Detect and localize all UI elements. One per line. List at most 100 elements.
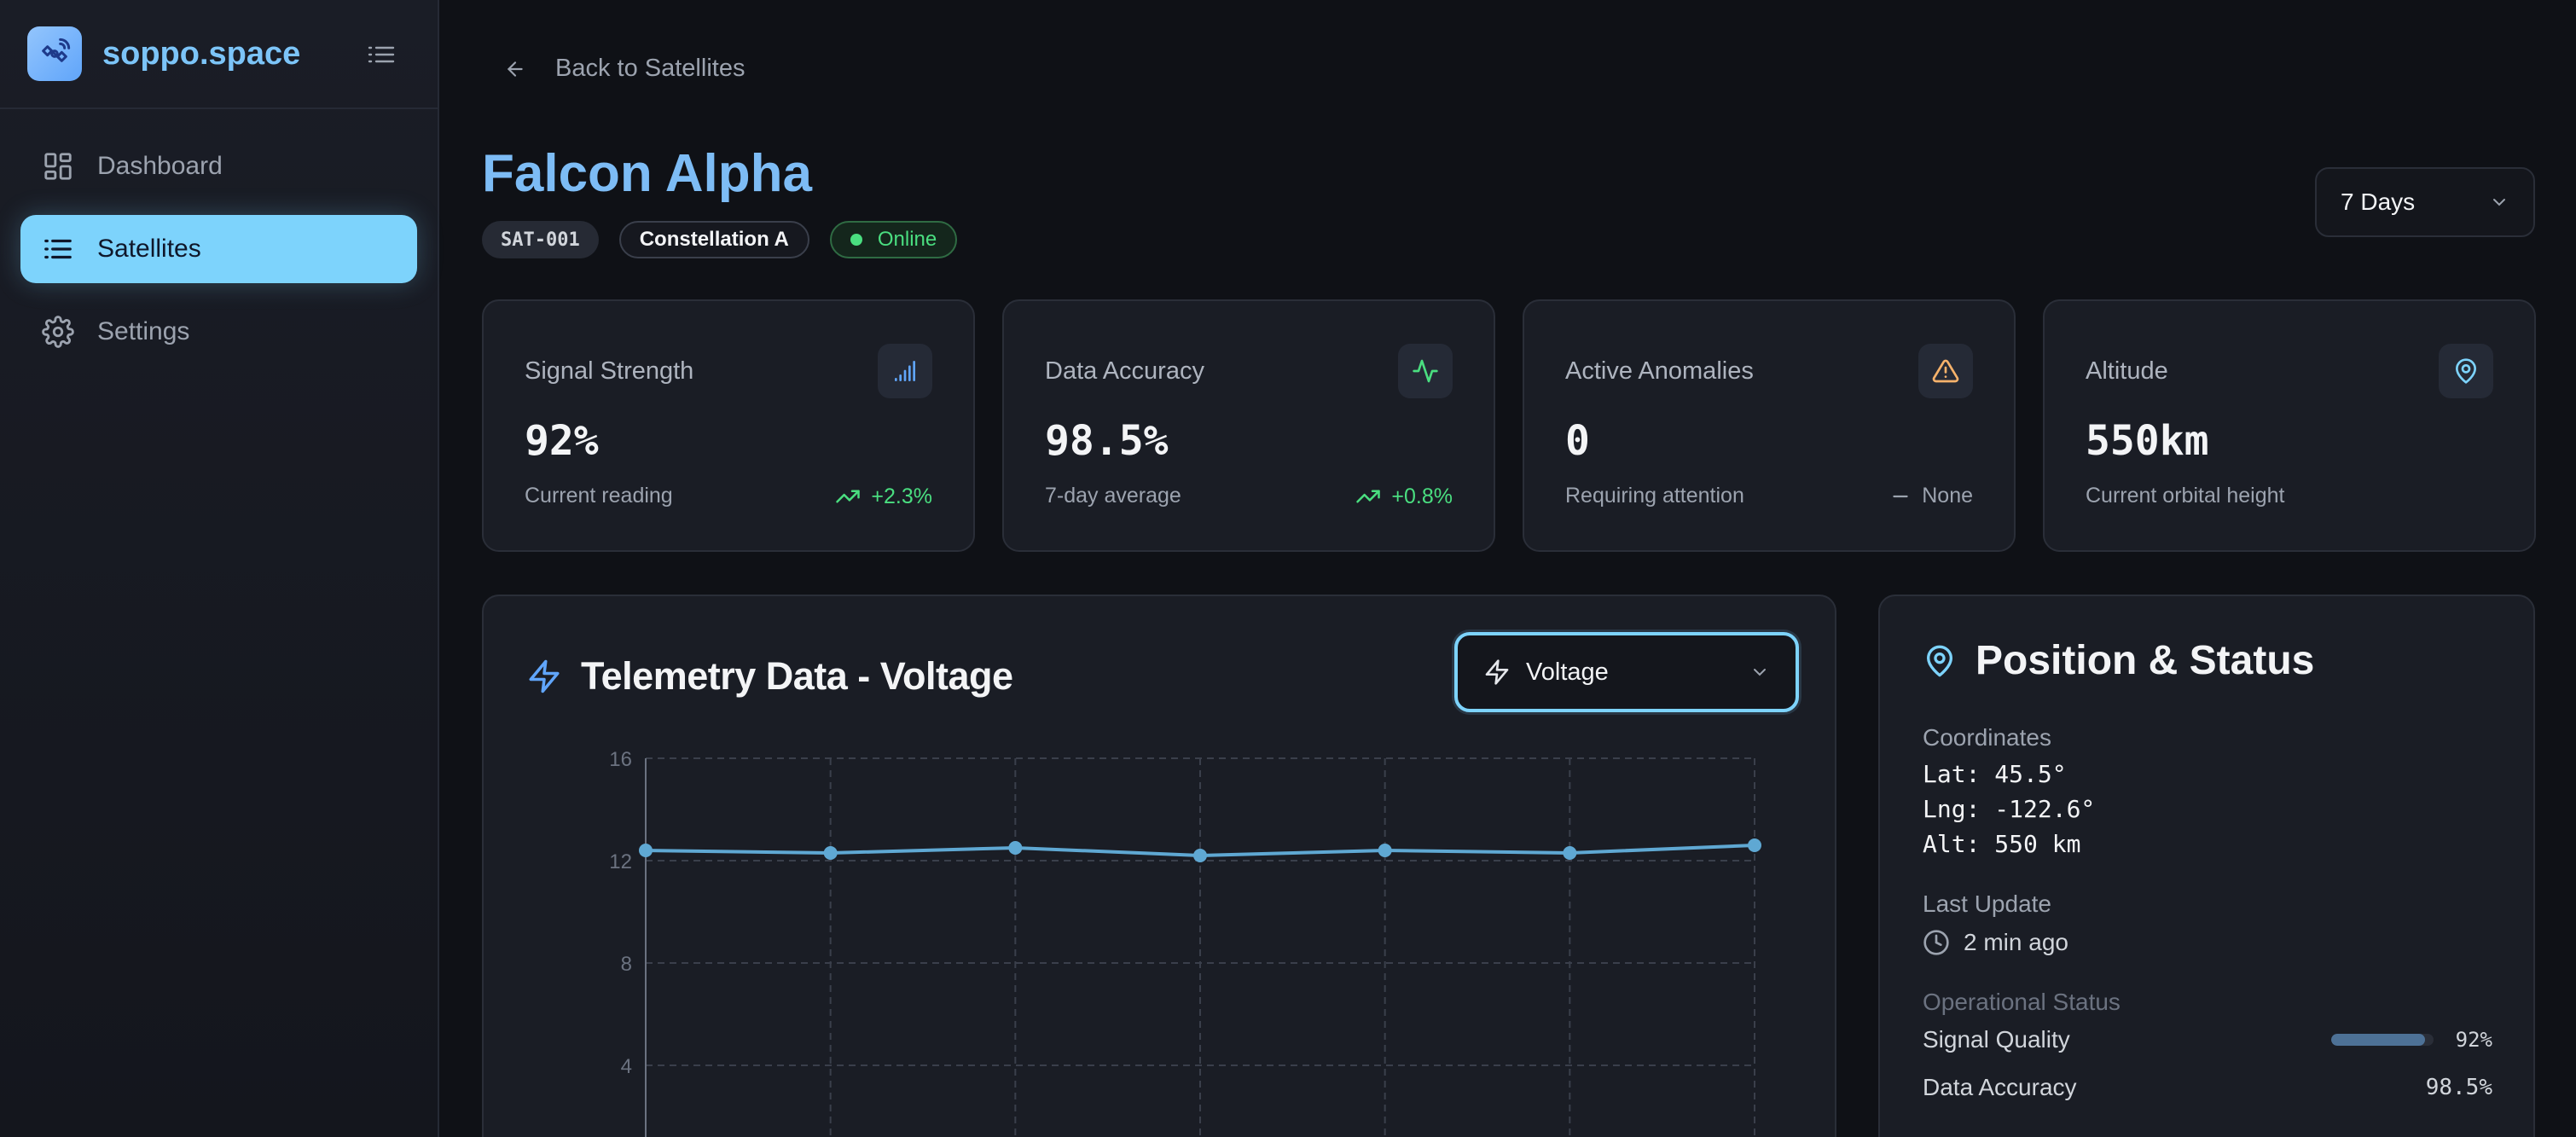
sidebar-item-label: Satellites	[97, 235, 201, 263]
grid-icon	[41, 149, 75, 183]
data-point	[639, 844, 653, 857]
stat-trend: +2.3%	[835, 484, 932, 509]
constellation-badge: Constellation A	[618, 221, 809, 258]
sidebar: soppo.space Dashboard	[0, 0, 439, 1137]
activity-icon	[1398, 344, 1453, 398]
last-update-label: Last Update	[1923, 890, 2051, 917]
last-update-value: 2 min ago	[1964, 929, 2068, 955]
y-tick-label: 12	[609, 850, 632, 873]
data-point	[1563, 846, 1577, 860]
operational-status-label: Operational Status	[1923, 989, 2121, 1015]
data-accuracy-label: Data Accuracy	[1923, 1074, 2077, 1100]
stat-value: 550km	[2086, 417, 2209, 465]
stat-label: Altitude	[2086, 357, 2168, 385]
sidebar-item-dashboard[interactable]: Dashboard	[20, 132, 417, 200]
sidebar-toggle-icon[interactable]	[368, 43, 395, 67]
signal-quality-value: 92%	[2455, 1028, 2492, 1052]
minus-icon	[1893, 495, 1908, 497]
stat-sub: 7-day average	[1045, 484, 1181, 508]
satellite-tags: SAT-001 Constellation A Online	[482, 221, 958, 258]
last-update-row: 2 min ago	[1923, 929, 2492, 956]
stat-label: Signal Strength	[525, 357, 694, 385]
back-label: Back to Satellites	[555, 55, 746, 82]
stat-card-anomalies: Active Anomalies 0 Requiring attention N…	[1523, 299, 2016, 552]
time-range-value: 7 Days	[2341, 189, 2416, 215]
stat-trend: None	[1889, 484, 1973, 508]
chevron-down-icon	[2493, 199, 2505, 206]
sidebar-item-satellites[interactable]: Satellites	[20, 215, 417, 283]
lightning-icon	[1485, 659, 1509, 685]
stat-trend-value: +0.8%	[1391, 484, 1453, 508]
sidebar-item-label: Dashboard	[97, 152, 223, 180]
data-point	[1008, 841, 1023, 855]
trending-up-icon	[1356, 490, 1381, 503]
stat-value: 0	[1565, 417, 1590, 465]
status-badge: Online	[829, 221, 958, 258]
signal-bars-icon	[878, 344, 932, 398]
telemetry-title-text: Telemetry Data - Voltage	[581, 654, 1013, 698]
brand-header: soppo.space	[0, 0, 438, 109]
page-title: Falcon Alpha	[482, 144, 812, 203]
stat-cards: Signal Strength 92% Current reading +2.3…	[482, 299, 2536, 552]
warning-triangle-icon	[1918, 344, 1973, 398]
app-name: soppo.space	[102, 35, 301, 72]
altitude-value: Alt: 550 km	[1923, 830, 2081, 858]
stat-sub: Requiring attention	[1565, 484, 1744, 508]
sidebar-item-settings[interactable]: Settings	[20, 298, 417, 366]
signal-quality-row: Signal Quality 92%	[1923, 1026, 2492, 1053]
stat-value: 92%	[525, 417, 599, 465]
main-content: Back to Satellites Falcon Alpha SAT-001 …	[441, 0, 2576, 1137]
status-label: Online	[877, 228, 937, 251]
latitude-value: Lat: 45.5°	[1923, 760, 2067, 788]
y-tick-label: 16	[609, 748, 632, 771]
data-accuracy-value: 98.5%	[2425, 1075, 2492, 1100]
satellite-id-badge: SAT-001	[482, 221, 599, 258]
coordinates-label: Coordinates	[1923, 724, 2051, 751]
telemetry-chart: 0481216	[609, 748, 1761, 1137]
back-link[interactable]: Back to Satellites	[504, 55, 745, 83]
stat-label: Data Accuracy	[1045, 357, 1204, 385]
y-tick-label: 8	[621, 953, 632, 976]
metric-select-value: Voltage	[1526, 658, 1609, 686]
stat-sub: Current orbital height	[2086, 484, 2285, 508]
stat-card-signal: Signal Strength 92% Current reading +2.3…	[482, 299, 975, 552]
list-icon	[41, 232, 75, 266]
stat-trend: +0.8%	[1355, 484, 1453, 509]
y-tick-label: 4	[621, 1055, 632, 1078]
data-point	[1378, 844, 1392, 857]
stat-card-accuracy: Data Accuracy 98.5% 7-day average +0.8%	[1002, 299, 1495, 552]
stat-sub: Current reading	[525, 484, 673, 508]
signal-quality-label: Signal Quality	[1923, 1026, 2070, 1053]
data-point	[1193, 849, 1207, 862]
stat-label: Active Anomalies	[1565, 357, 1754, 385]
clock-icon	[1923, 930, 1949, 955]
telemetry-panel: Telemetry Data - Voltage Voltage 0481216	[482, 595, 1836, 1137]
data-accuracy-row: Data Accuracy 98.5%	[1923, 1074, 2492, 1101]
chevron-down-icon	[1754, 669, 1766, 676]
map-pin-icon	[1927, 645, 1952, 676]
gear-icon	[41, 315, 75, 349]
stat-trend-value: +2.3%	[871, 484, 932, 508]
telemetry-title: Telemetry Data - Voltage	[526, 654, 1013, 699]
metric-select[interactable]: Voltage	[1454, 632, 1799, 712]
lightning-icon	[529, 659, 560, 693]
position-title: Position & Status	[1923, 637, 2314, 684]
map-pin-icon	[2439, 344, 2493, 398]
satellite-logo-icon	[27, 26, 82, 81]
sidebar-item-label: Settings	[97, 317, 190, 345]
stat-trend-value: None	[1922, 484, 1973, 508]
signal-quality-fill	[2330, 1034, 2426, 1046]
stat-card-altitude: Altitude 550km Current orbital height	[2043, 299, 2536, 552]
stat-value: 98.5%	[1045, 417, 1169, 465]
sidebar-nav: Dashboard Satellites Settings	[0, 109, 438, 374]
time-range-select[interactable]: 7 Days	[2315, 167, 2535, 237]
arrow-left-icon	[507, 61, 523, 77]
data-point	[823, 846, 838, 860]
longitude-value: Lng: -122.6°	[1923, 795, 2096, 823]
position-panel: Position & Status Coordinates Lat: 45.5°…	[1878, 595, 2535, 1137]
signal-quality-bar	[2330, 1034, 2434, 1046]
trending-up-icon	[836, 490, 861, 503]
position-title-text: Position & Status	[1976, 638, 2315, 683]
data-point	[1748, 838, 1761, 852]
online-dot-icon	[850, 234, 862, 246]
